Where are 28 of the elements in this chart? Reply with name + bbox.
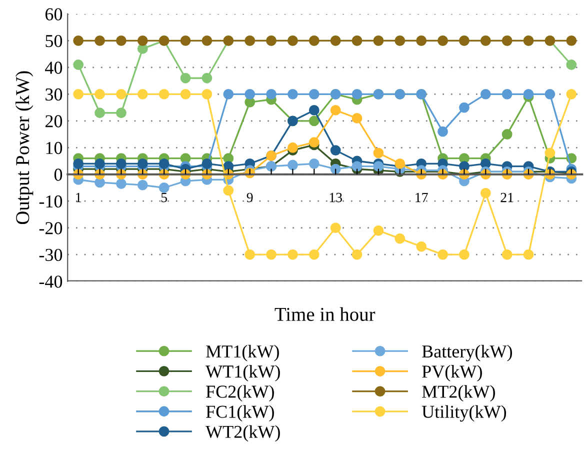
y-tick-label: 10 bbox=[46, 142, 62, 154]
y-axis-title: Output Power (kW) bbox=[16, 71, 34, 224]
x-tick-label: 13 bbox=[330, 192, 342, 202]
y-tick-label: 50 bbox=[46, 34, 62, 48]
y-tick-label: -40 bbox=[39, 276, 62, 288]
x-tick-label: 5 bbox=[161, 192, 168, 202]
legend-label: PV(kW) bbox=[422, 365, 482, 382]
y-tick-label: 20 bbox=[45, 115, 62, 128]
y-tick-label: 60 bbox=[45, 8, 62, 20]
legend-label: MT1(kW) bbox=[206, 344, 279, 362]
x-tick-label: 9 bbox=[246, 192, 253, 202]
y-tick-label: -10 bbox=[39, 195, 62, 208]
legend-label: WT1(kW) bbox=[206, 364, 280, 382]
x-tick-label: 17 bbox=[416, 192, 428, 202]
x-axis-title: Time in hour bbox=[274, 307, 376, 321]
x-tick-label: 1 bbox=[76, 192, 81, 202]
y-tick-label: -30 bbox=[39, 248, 62, 262]
y-tick-label: 0 bbox=[54, 168, 62, 181]
x-tick-label: 21 bbox=[500, 192, 514, 202]
legend-label: Utility(kW) bbox=[422, 405, 506, 422]
y-tick-label: 30 bbox=[46, 88, 62, 101]
legend-label: Battery(kW) bbox=[422, 344, 512, 362]
legend-label: FC1(kW) bbox=[206, 405, 274, 422]
legend-label: MT2(kW) bbox=[422, 385, 495, 402]
y-tick-label: 40 bbox=[45, 62, 62, 74]
y-tick-label: -20 bbox=[39, 222, 62, 234]
legend-label: FC2(kW) bbox=[206, 385, 274, 402]
legend-label: WT2(kW) bbox=[206, 425, 280, 442]
